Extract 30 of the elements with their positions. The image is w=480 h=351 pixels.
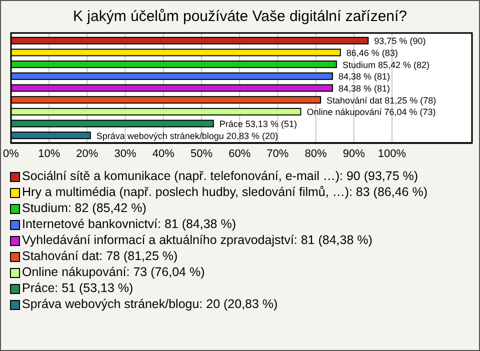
data-label: Práce 53,13 % (51) [219,119,297,130]
data-label: 93,75 % (90) [374,36,426,46]
x-tick-label: 0% [3,148,20,160]
legend-label: Studium: 82 (85,42 %) [22,200,146,216]
chart-title: K jakým účelům používáte Vaše digitální zařízení? [72,8,408,25]
legend-label: Práce: 51 (53,13 %) [22,280,134,296]
data-label: Online nákupování 76,04 % (73) [306,107,436,118]
x-tick-label: 90% [342,148,366,160]
legend-label: Hry a multimédia (např. poslech hudby, sledování filmů, …): 83 (86,46 %) [22,184,428,200]
data-label: 84,38 % (81) [338,84,390,94]
x-tick-label: 10% [38,148,60,160]
data-label: Správa webových stránek/blogu 20,83 % (20) [96,130,278,141]
x-tick-label: 70% [266,148,289,160]
data-label: Studium 85,42 % (82) [342,60,430,70]
x-tick-label: 80% [304,148,328,160]
data-label: 86,46 % (83) [346,48,398,58]
x-tick-label: 100% [378,148,406,160]
legend-label: Internetové bankovnictví: 81 (84,38 %) [22,216,236,232]
x-tick-label: 50% [190,148,213,160]
legend-label: Vyhledávání informací a aktuálního zpravodajství: 81 (84,38 %) [22,232,372,248]
x-tick-label: 30% [114,148,137,160]
legend-label: Sociální sítě a komunikace (např. telefonování, e-mail …): 90 (93,75 %) [22,168,418,184]
x-tick-label: 20% [76,148,98,160]
data-label: Stahování dat 81,25 % (78) [326,95,436,106]
data-label: 84,38 % (81) [338,72,390,82]
x-tick-label: 60% [228,148,251,160]
legend-label: Online nákupování: 73 (76,04 %) [22,264,205,280]
legend-label: Stahování dat: 78 (81,25 %) [22,248,178,264]
x-tick-label: 40% [152,148,175,160]
legend-label: Správa webových stránek/blogu: 20 (20,83 %) [22,296,278,312]
